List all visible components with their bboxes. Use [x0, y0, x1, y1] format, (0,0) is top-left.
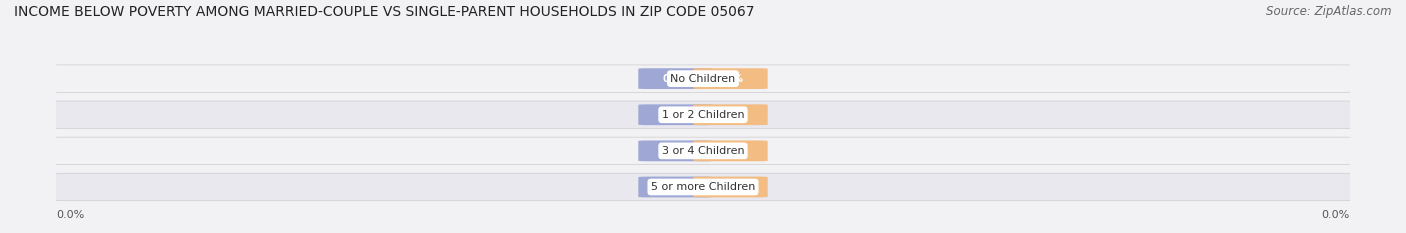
- FancyBboxPatch shape: [693, 68, 768, 89]
- FancyBboxPatch shape: [44, 101, 1362, 128]
- FancyBboxPatch shape: [44, 173, 1362, 201]
- Text: 0.0%: 0.0%: [662, 182, 689, 192]
- Text: 0.0%: 0.0%: [56, 210, 84, 220]
- FancyBboxPatch shape: [693, 104, 768, 125]
- Text: 0.0%: 0.0%: [717, 146, 744, 156]
- Text: 5 or more Children: 5 or more Children: [651, 182, 755, 192]
- FancyBboxPatch shape: [44, 65, 1362, 92]
- FancyBboxPatch shape: [638, 68, 713, 89]
- Text: 0.0%: 0.0%: [717, 110, 744, 120]
- FancyBboxPatch shape: [693, 140, 768, 161]
- FancyBboxPatch shape: [638, 104, 713, 125]
- Text: 1 or 2 Children: 1 or 2 Children: [662, 110, 744, 120]
- FancyBboxPatch shape: [638, 140, 713, 161]
- Text: 0.0%: 0.0%: [1322, 210, 1350, 220]
- Text: 3 or 4 Children: 3 or 4 Children: [662, 146, 744, 156]
- Text: 0.0%: 0.0%: [662, 146, 689, 156]
- FancyBboxPatch shape: [638, 177, 713, 197]
- Text: 0.0%: 0.0%: [662, 110, 689, 120]
- Text: 0.0%: 0.0%: [717, 182, 744, 192]
- FancyBboxPatch shape: [693, 177, 768, 197]
- Text: No Children: No Children: [671, 74, 735, 84]
- Text: 0.0%: 0.0%: [717, 74, 744, 84]
- Text: 0.0%: 0.0%: [662, 74, 689, 84]
- Text: Source: ZipAtlas.com: Source: ZipAtlas.com: [1267, 5, 1392, 18]
- Text: INCOME BELOW POVERTY AMONG MARRIED-COUPLE VS SINGLE-PARENT HOUSEHOLDS IN ZIP COD: INCOME BELOW POVERTY AMONG MARRIED-COUPL…: [14, 5, 755, 19]
- FancyBboxPatch shape: [44, 137, 1362, 164]
